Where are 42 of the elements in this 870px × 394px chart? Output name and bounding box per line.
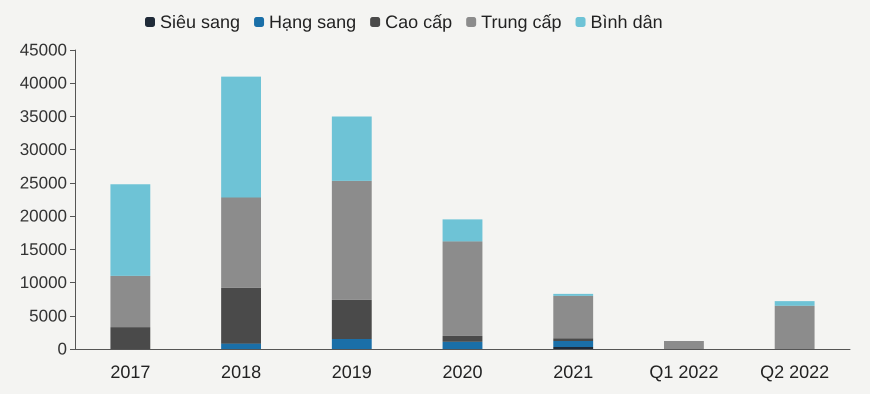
y-tick-label: 5000 xyxy=(29,306,67,326)
legend-label: Hạng sang xyxy=(269,12,356,32)
x-tick-label: 2021 xyxy=(553,362,594,382)
bar xyxy=(221,76,261,198)
y-tick-label: 30000 xyxy=(20,140,67,160)
y-tick-label: 15000 xyxy=(20,240,67,259)
bar xyxy=(442,219,482,242)
bar xyxy=(553,296,594,338)
bar xyxy=(110,184,150,276)
bar xyxy=(442,241,482,336)
bar xyxy=(553,338,594,342)
bar xyxy=(221,288,261,344)
y-tick-label: 0 xyxy=(58,340,67,358)
bar xyxy=(332,300,372,340)
bar xyxy=(442,336,482,342)
x-tick-label: 2018 xyxy=(221,362,262,382)
bar xyxy=(442,342,482,349)
bar xyxy=(332,116,372,181)
bar xyxy=(664,341,704,349)
x-tick-label: 2017 xyxy=(110,362,150,382)
y-tick-label: 20000 xyxy=(20,206,67,226)
legend-label: Bình dân xyxy=(590,12,663,32)
legend-label: Cao cấp xyxy=(385,12,452,32)
y-tick-label: 45000 xyxy=(20,40,67,60)
bar xyxy=(553,341,594,348)
y-tick-label: 10000 xyxy=(20,273,67,292)
bar xyxy=(221,344,261,349)
legend-label: Siêu sang xyxy=(160,12,240,32)
x-tick-label: 2019 xyxy=(332,362,372,382)
bar xyxy=(110,276,150,328)
bar xyxy=(774,306,815,349)
x-tick-label: 2020 xyxy=(442,362,483,382)
legend-label: Trung cấp xyxy=(481,12,562,32)
y-tick-label: 25000 xyxy=(20,173,67,192)
y-tick-label: 35000 xyxy=(20,106,67,126)
bar xyxy=(774,301,815,306)
x-tick-label: Q1 2022 xyxy=(649,362,718,382)
bar xyxy=(332,180,372,300)
bar xyxy=(332,339,372,349)
x-tick-label: Q2 2022 xyxy=(760,362,830,382)
bar xyxy=(221,198,261,288)
y-tick-label: 40000 xyxy=(20,74,67,93)
